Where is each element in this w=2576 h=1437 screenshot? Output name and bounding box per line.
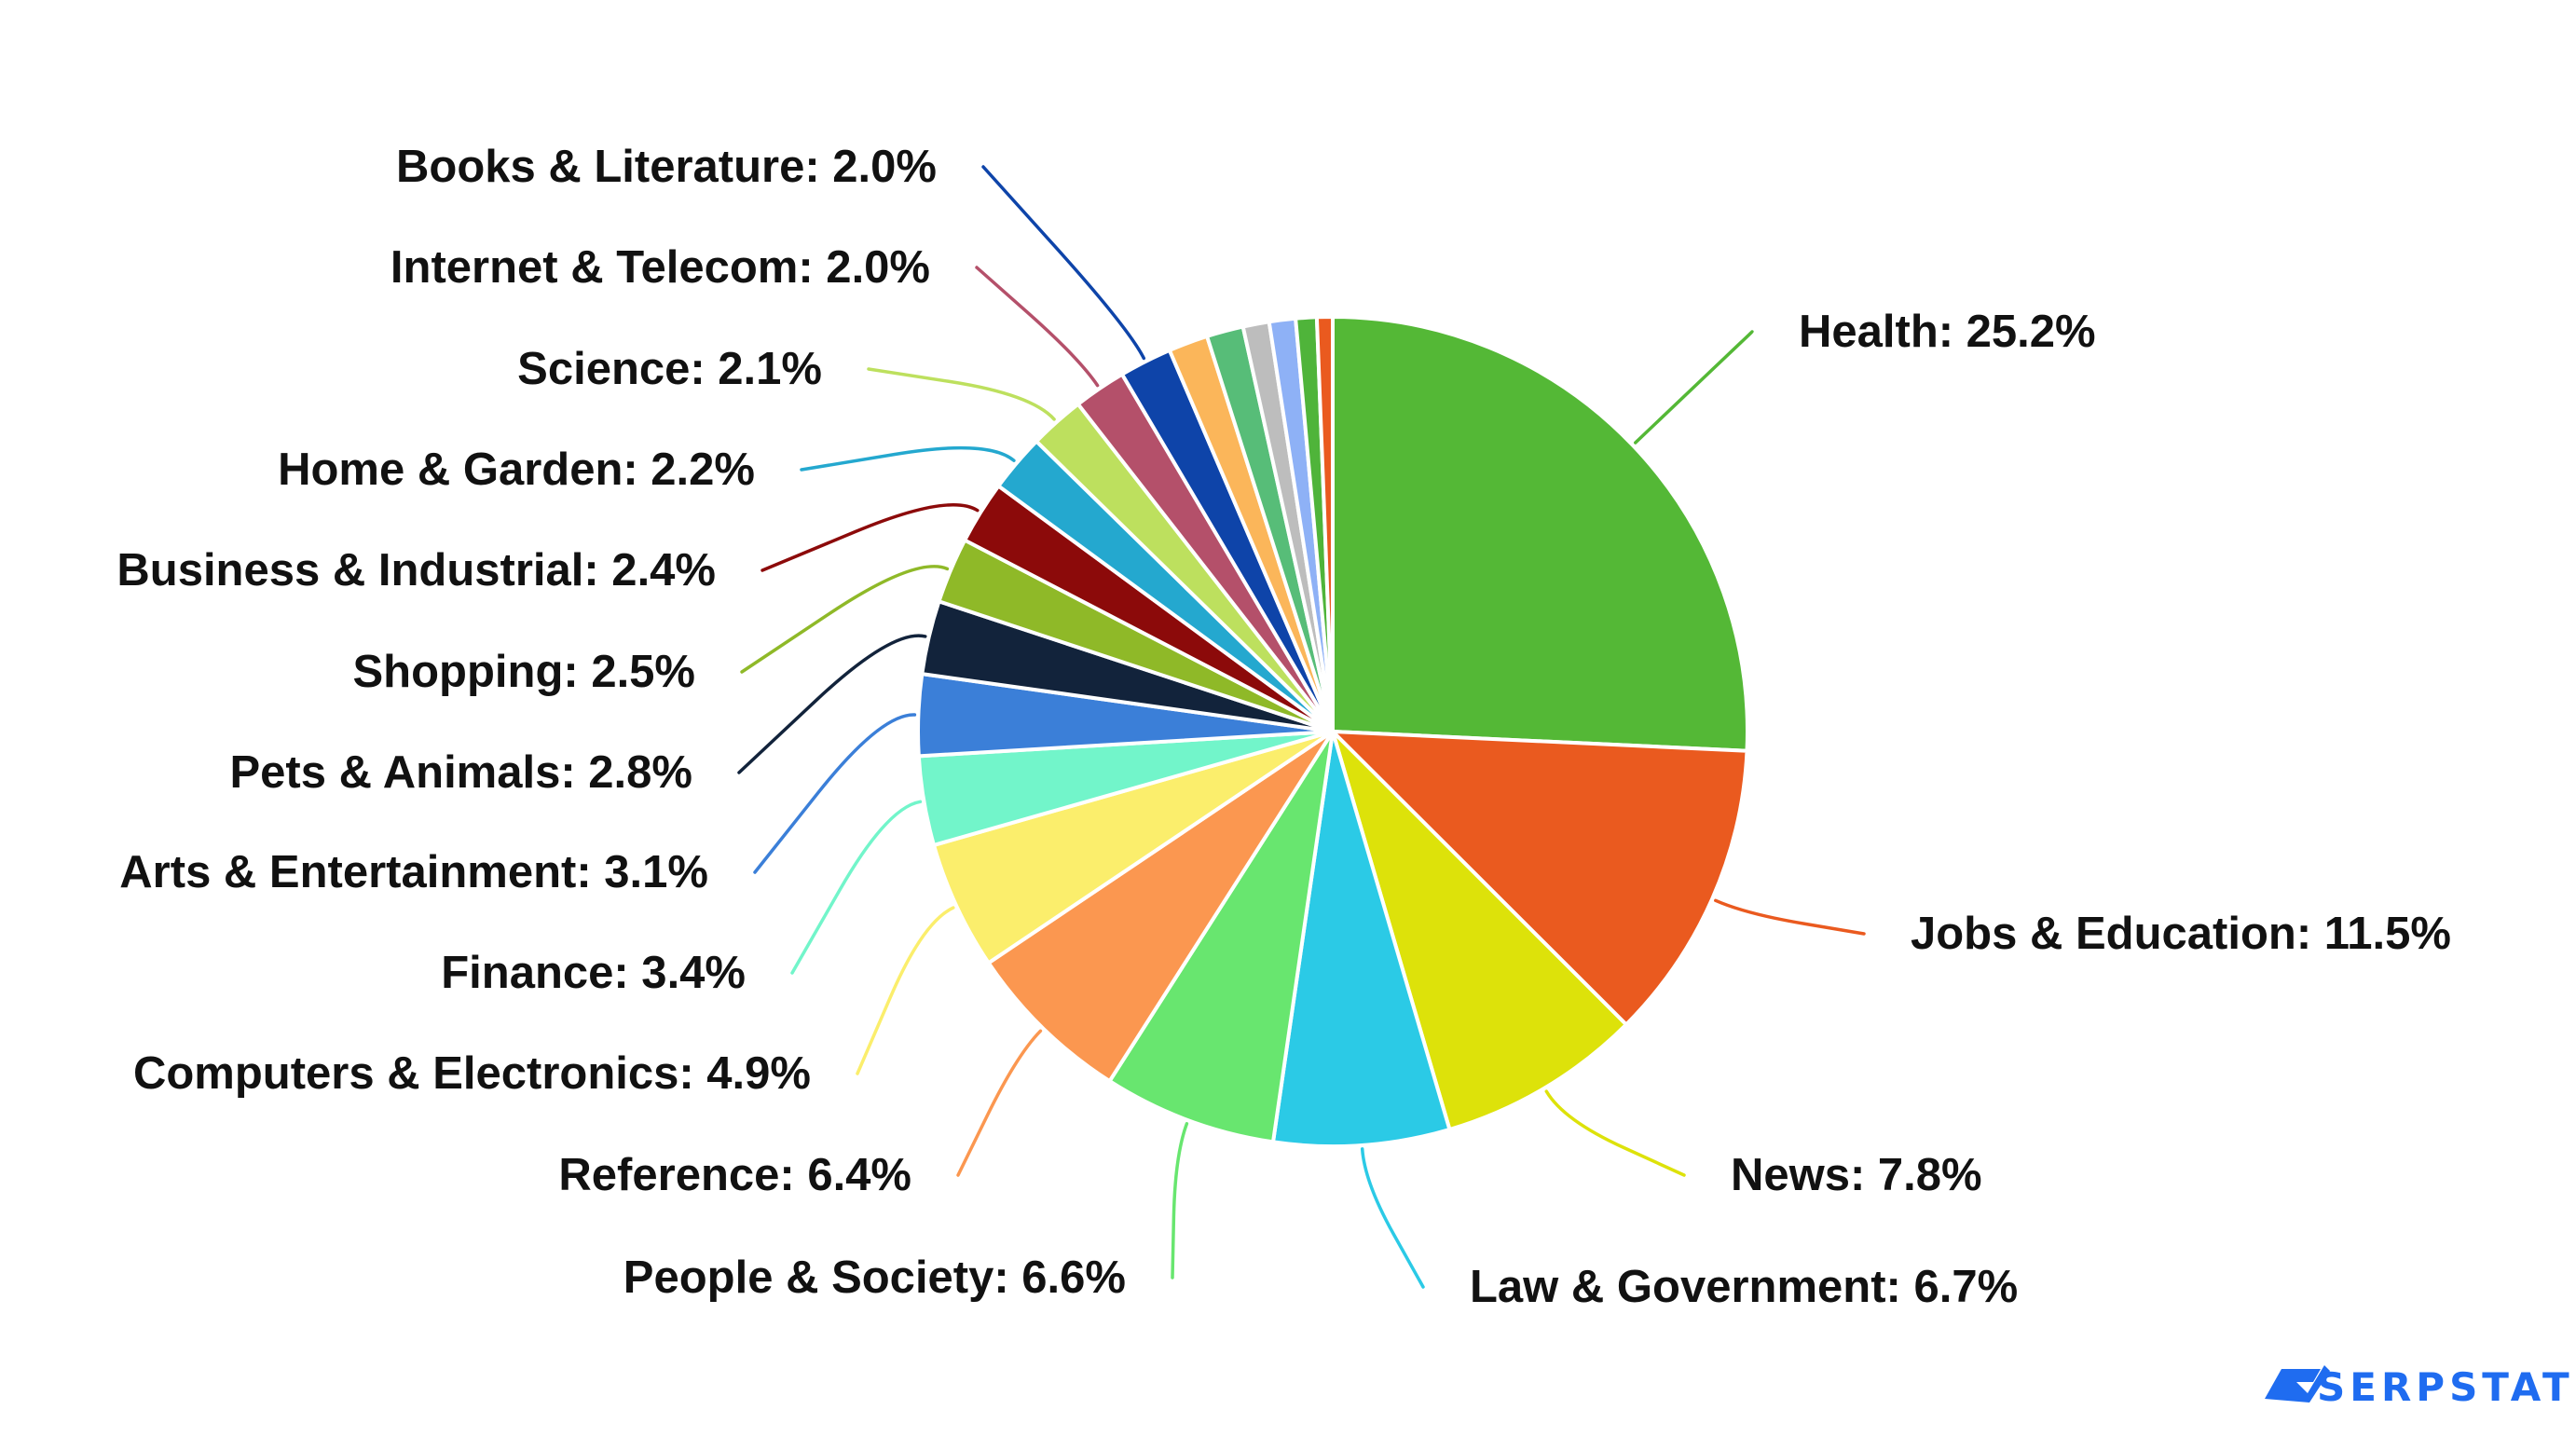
slice-label: Health: 25.2% (1799, 307, 2096, 357)
leader-line (1360, 1147, 1425, 1289)
pie-slice (986, 730, 1335, 1084)
leader-line (1634, 330, 1754, 445)
leader-line (753, 713, 917, 874)
leader-line (760, 503, 980, 572)
leader-line (1714, 898, 1866, 936)
slice-label: Home & Garden: 2.2% (278, 445, 755, 495)
leader-line (1544, 1089, 1686, 1177)
serpstat-logo: SERPSTAT (2265, 1364, 2574, 1410)
pie-slice (1271, 730, 1452, 1148)
slice-labels: Health: 25.2% Jobs & Education: 11.5% News… (116, 142, 2451, 1312)
leader-line (975, 266, 1100, 388)
leader-line (737, 634, 927, 774)
slice-label: Pets & Animals: 2.8% (229, 747, 692, 798)
slice-label: Books & Literature: 2.0% (396, 142, 937, 192)
slice-label: Internet & Telecom: 2.0% (391, 242, 930, 293)
leader-line (800, 445, 1016, 472)
pie-slice (1331, 315, 1749, 753)
slice-label: Business & Industrial: 2.4% (116, 545, 716, 595)
slice-label: Law & Government: 6.7% (1470, 1262, 2018, 1312)
slice-label: Reference: 6.4% (558, 1150, 911, 1200)
pie-slice (1331, 730, 1628, 1131)
pie-slices (916, 314, 1749, 1148)
pie-slice (1331, 730, 1749, 1027)
pie-slice (1314, 314, 1335, 733)
leader-line (790, 800, 923, 975)
leader-lines (737, 165, 1866, 1289)
slice-label: Arts & Entertainment: 3.1% (119, 847, 708, 897)
serpstat-logo-icon (2265, 1365, 2330, 1403)
slice-label: Science: 2.1% (517, 344, 822, 394)
leader-line (740, 565, 950, 674)
pie-slice (1107, 730, 1335, 1144)
slice-label: Jobs & Education: 11.5% (1911, 909, 2451, 959)
slice-label: Shopping: 2.5% (353, 647, 696, 697)
leader-line (981, 165, 1146, 361)
slice-label: Computers & Electronics: 4.9% (133, 1048, 811, 1099)
leader-line (856, 906, 955, 1075)
serpstat-logo-text: SERPSTAT (2317, 1364, 2574, 1410)
slice-label: People & Society: 6.6% (623, 1252, 1126, 1303)
leader-line (1171, 1122, 1189, 1280)
leader-line (956, 1029, 1043, 1177)
slice-label: Finance: 3.4% (441, 948, 746, 998)
slice-label: News: 7.8% (1731, 1150, 1982, 1200)
leader-line (867, 367, 1056, 421)
